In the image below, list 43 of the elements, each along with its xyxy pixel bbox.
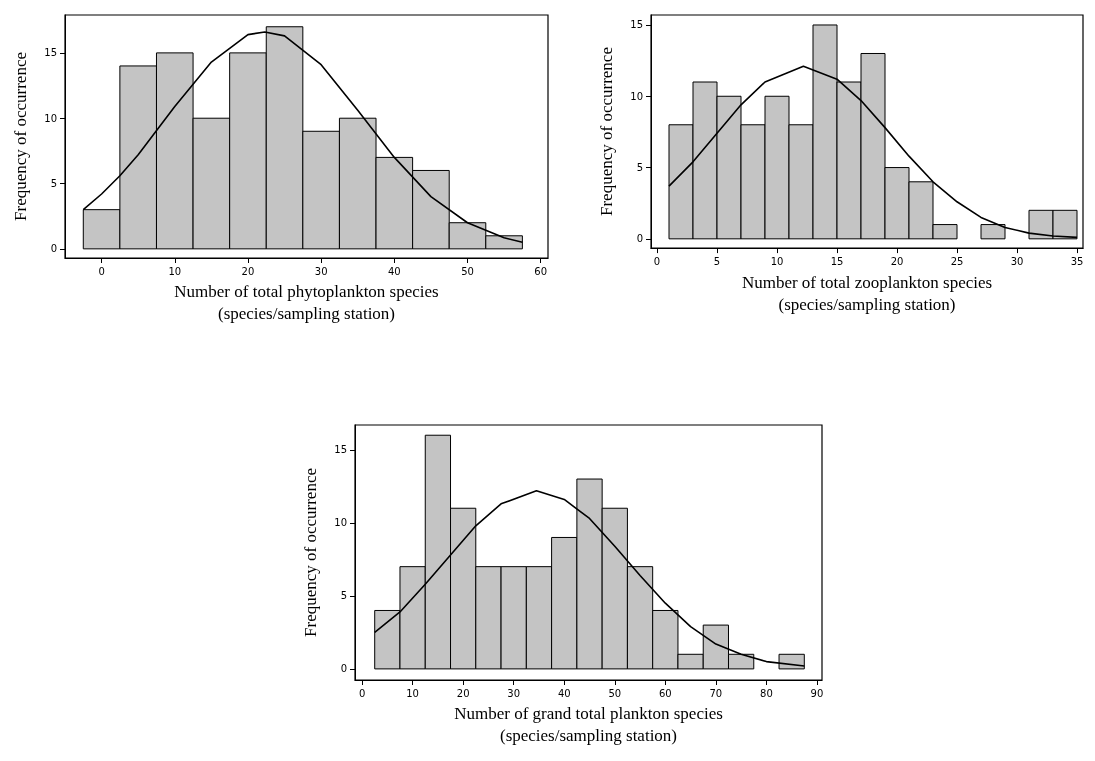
x-tick-label: 15 [830,255,844,267]
x-tick-label: 10 [770,255,784,267]
x-tick-label: 40 [387,265,401,277]
x-tick-label: 30 [1010,255,1024,267]
x-tick-label: 20 [456,687,470,699]
y-tick-label: 10 [334,517,347,529]
x-tick-label: 80 [760,687,773,699]
x-tick-label: 25 [950,255,964,267]
x-tick-label: 30 [314,265,328,277]
x-tick-label: 20 [890,255,904,267]
y-tick-label: 5 [50,178,57,190]
x-axis-title: Number of grand total plankton species (species/sampling station) [454,704,723,746]
x-tick-label: 0 [653,255,661,267]
x-tick-label: 60 [534,265,548,277]
x-tick-label: 0 [98,265,105,277]
y-tick-label: 0 [636,233,643,245]
y-axis-title: Frequency of occurrence [11,52,30,221]
y-tick-label: 10 [630,90,643,102]
y-tick-label: 15 [334,444,347,456]
x-tick-label: 0 [358,687,366,699]
x-tick-label: 50 [608,687,622,699]
y-axis-title: Frequency of occurrence [597,47,616,217]
x-tick-label: 50 [461,265,474,277]
x-tick-label: 70 [709,687,723,699]
x-tick-label: 5 [713,255,721,267]
x-tick-label: 40 [557,687,571,699]
x-tick-label: 35 [1070,255,1084,267]
y-tick-label: 5 [340,590,347,602]
y-tick-label: 5 [636,162,643,174]
x-tick-label: 90 [810,687,824,699]
y-tick-label: 0 [340,663,347,675]
x-tick-label: 10 [168,265,182,277]
y-tick-label: 0 [50,243,57,255]
y-tick-label: 15 [44,47,57,59]
x-axis-title: Number of total zooplankton species (species/sampling station) [741,272,993,314]
x-tick-label: 60 [658,687,672,699]
y-tick-label: 15 [630,19,643,31]
y-axis-title: Frequency of occurrence [301,468,320,637]
x-axis-title: Number of total phytoplankton species (species/sampling station) [174,282,439,324]
x-tick-label: 10 [406,687,419,699]
x-tick-label: 30 [507,687,521,699]
y-tick-label: 10 [44,112,57,124]
x-tick-label: 20 [241,265,255,277]
